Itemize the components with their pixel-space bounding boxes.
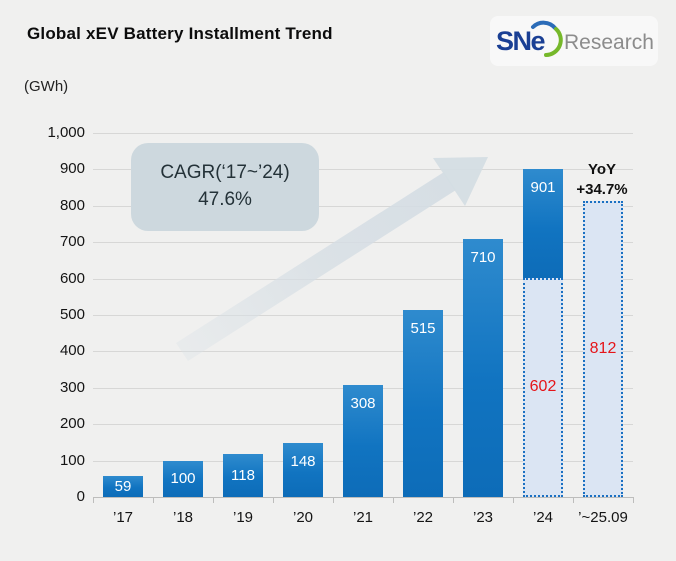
bar-value-label: 118 xyxy=(231,467,255,485)
gridline-400 xyxy=(93,351,633,353)
y-tick-label: 900 xyxy=(59,160,85,178)
gridline-600 xyxy=(93,278,633,280)
bar-value-label: 148 xyxy=(290,453,316,471)
gridline-500 xyxy=(93,315,633,316)
yoy-annotation: YoY +34.7% xyxy=(566,160,638,199)
y-axis-unit-label: (GWh) xyxy=(24,78,69,95)
bar-value-label: 901 xyxy=(530,179,556,197)
y-tick-label: 100 xyxy=(59,451,85,469)
x-axis-tick xyxy=(453,497,454,503)
y-tick-label: 400 xyxy=(59,342,85,360)
logo-blue-arc-icon xyxy=(531,20,557,30)
x-axis-tick xyxy=(393,497,394,503)
logo-research-text: Research xyxy=(564,31,654,54)
x-category-label: ’23 xyxy=(472,509,494,526)
x-category-label: ’21 xyxy=(352,509,374,526)
x-axis-tick xyxy=(213,497,214,503)
bar-segment-59: 59 xyxy=(103,475,143,497)
y-tick-label: 200 xyxy=(59,415,85,433)
sne-research-logo-graphic: SNe Research xyxy=(496,20,654,57)
x-axis-tick xyxy=(513,497,514,503)
y-tick-label: 700 xyxy=(59,233,85,251)
yoy-line1: YoY xyxy=(587,161,617,178)
bar-segment-148: 148 xyxy=(283,443,323,497)
x-category-label: ’20 xyxy=(292,509,314,526)
x-category-label: ’18 xyxy=(172,509,194,526)
x-category-label: ’22 xyxy=(412,509,434,526)
bar-value-label: 602 xyxy=(529,378,557,396)
bar-value-label: 515 xyxy=(410,319,436,337)
y-tick-label: 600 xyxy=(59,269,85,287)
bar-segment-308: 308 xyxy=(343,384,383,497)
gridline-0 xyxy=(93,497,633,498)
yoy-line2: +34.7% xyxy=(576,180,628,198)
x-axis-tick xyxy=(573,497,574,503)
cagr-line2: 47.6% xyxy=(198,189,252,210)
y-tick-label: 1,000 xyxy=(47,124,85,141)
cagr-line1: CAGR(‘17~’24) xyxy=(160,162,290,184)
bar-segment-118: 118 xyxy=(223,454,263,497)
x-category-label: ’19 xyxy=(232,509,254,526)
gridline-800 xyxy=(93,205,633,207)
cagr-annotation-box: CAGR(‘17~’24) 47.6% xyxy=(131,143,319,231)
y-tick-label: 0 xyxy=(76,488,85,505)
x-axis-tick xyxy=(93,497,94,503)
x-axis-tick xyxy=(333,497,334,503)
bar-segment-602: 602 xyxy=(523,277,563,497)
x-category-label: ’~25.09 xyxy=(578,509,628,526)
bar-value-label: 710 xyxy=(470,248,496,266)
x-axis-tick xyxy=(273,497,274,503)
bar-segment-100: 100 xyxy=(163,460,203,497)
sne-research-logo: SNe Research xyxy=(490,16,658,66)
x-axis-tick xyxy=(633,497,634,503)
y-tick-label: 300 xyxy=(59,378,85,396)
bar-value-label: 308 xyxy=(350,394,376,412)
gridline-1000 xyxy=(93,133,633,134)
bar-segment-710: 710 xyxy=(463,238,503,497)
logo-green-arc-icon xyxy=(544,27,563,57)
bar-segment-515: 515 xyxy=(403,309,443,497)
y-tick-label: 500 xyxy=(59,306,85,323)
gridline-900 xyxy=(93,169,633,171)
bar-value-label: 812 xyxy=(589,340,617,358)
bar-segment-812: 812 xyxy=(583,201,623,497)
x-category-label: ’24 xyxy=(532,509,554,526)
bar-value-label: 100 xyxy=(170,470,196,488)
y-tick-label: 800 xyxy=(59,196,85,214)
x-category-label: ’17 xyxy=(112,509,134,526)
x-axis-tick xyxy=(153,497,154,503)
bar-value-label: 59 xyxy=(114,477,132,495)
bar-segment-901: 901 xyxy=(523,169,563,278)
page-title: Global xEV Battery Installment Trend xyxy=(27,24,333,43)
logo-sne-text: SNe xyxy=(496,26,546,56)
